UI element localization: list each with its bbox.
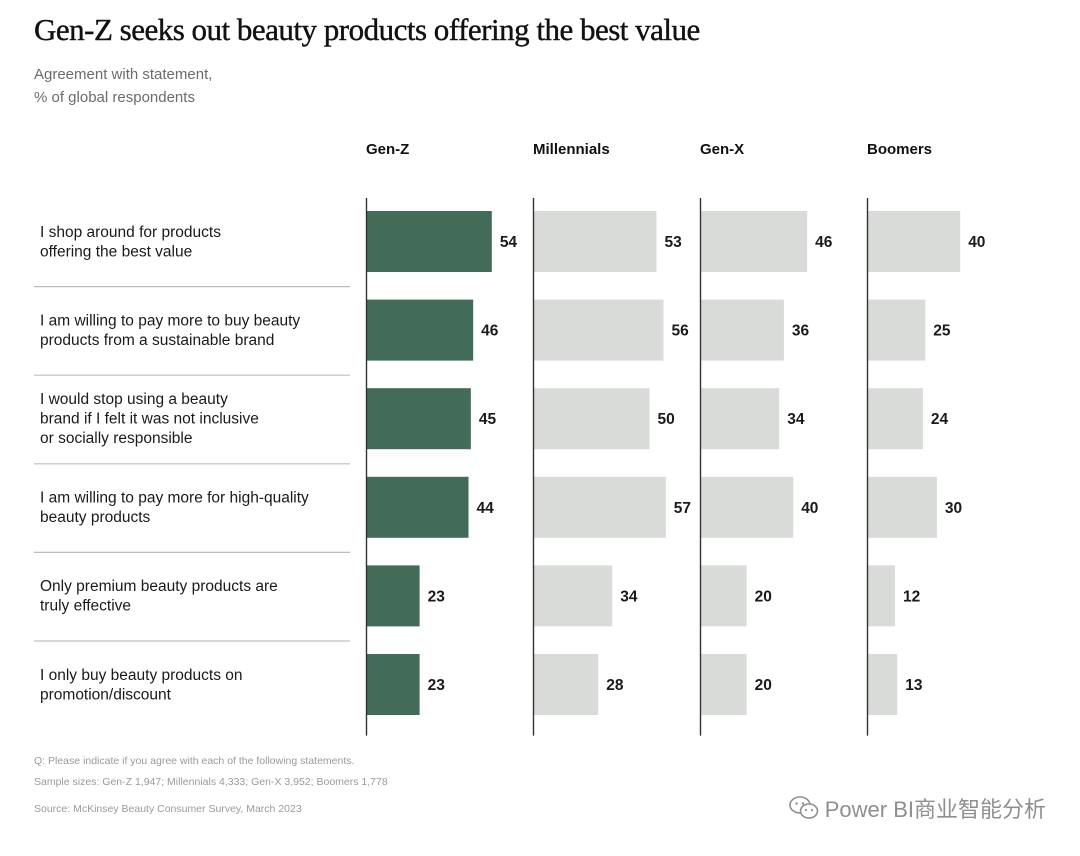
row-label-line: offering the best value	[40, 243, 192, 260]
footnote-source: Source: McKinsey Beauty Consumer Survey,…	[34, 803, 302, 815]
row-label-3: I would stop using a beauty brand if I fe…	[40, 391, 259, 447]
row-label-6: I only buy beauty products on promotion/d…	[40, 667, 243, 704]
value-label-boomers-row-3: 24	[931, 411, 949, 428]
bar-boomers-row-5	[867, 565, 895, 627]
value-label-millennials-row-5: 34	[620, 588, 638, 605]
row-label-5: Only premium beauty products are truly ef…	[40, 578, 278, 615]
bar-boomers-row-4	[867, 476, 937, 538]
row-label-line: brand if I felt it was not inclusive	[40, 411, 259, 428]
value-label-gen-x-row-3: 34	[787, 411, 805, 428]
row-label-4: I am willing to pay more for high-qualit…	[40, 490, 309, 527]
bar-millennials-row-2	[533, 299, 664, 361]
row-label-line: promotion/discount	[40, 686, 172, 703]
bar-millennials-row-5	[533, 565, 613, 627]
value-label-gen-x-row-2: 36	[792, 323, 810, 340]
bar-millennials-row-1	[533, 211, 657, 272]
chart-subtitle-line-1: Agreement with statement,	[34, 66, 213, 83]
column-headers: Gen-Z Millennials Gen-X Boomers	[366, 141, 932, 158]
column-header-boomers: Boomers	[867, 141, 932, 158]
column-header-millennials: Millennials	[533, 141, 610, 158]
bar-millennials-row-6	[533, 654, 599, 715]
bar-gen-x-row-6	[700, 654, 747, 715]
bar-gen-z-row-3	[366, 388, 471, 450]
panel-baselines	[365, 198, 869, 736]
value-label-gen-z-row-6: 23	[428, 677, 446, 694]
bar-millennials-row-4	[533, 476, 666, 538]
value-label-millennials-row-2: 56	[671, 323, 689, 340]
column-header-gen-z: Gen-Z	[366, 141, 409, 158]
bar-millennials-row-3	[533, 388, 650, 450]
bars	[366, 211, 961, 715]
value-label-boomers-row-5: 12	[903, 588, 920, 605]
footnote-question: Q: Please indicate if you agree with eac…	[34, 755, 355, 767]
bar-gen-x-row-3	[700, 388, 780, 450]
row-label-line: I shop around for products	[40, 224, 221, 241]
value-label-millennials-row-4: 57	[674, 500, 691, 517]
value-label-millennials-row-1: 53	[664, 234, 682, 251]
bar-gen-z-row-5	[366, 565, 420, 627]
watermark-text: Power BI商业智能分析	[824, 797, 1046, 822]
value-label-boomers-row-4: 30	[945, 500, 962, 517]
row-label-line: I am willing to pay more for high-qualit…	[40, 490, 309, 507]
watermark: Power BI商业智能分析	[788, 792, 1046, 824]
bar-boomers-row-2	[867, 299, 926, 361]
row-label-line: I would stop using a beauty	[40, 391, 228, 408]
footnote-sample-sizes: Sample sizes: Gen-Z 1,947; Millennials 4…	[34, 776, 388, 788]
value-label-millennials-row-3: 50	[658, 411, 675, 428]
row-label-line: I am willing to pay more to buy beauty	[40, 312, 300, 329]
value-label-gen-z-row-3: 45	[479, 411, 497, 428]
bar-gen-z-row-1	[366, 211, 492, 272]
bar-gen-x-row-2	[700, 299, 784, 361]
value-label-gen-x-row-1: 46	[815, 234, 833, 251]
bar-boomers-row-1	[867, 211, 961, 272]
value-label-gen-z-row-5: 23	[428, 588, 446, 605]
bar-gen-z-row-4	[366, 476, 469, 538]
row-label-line: products from a sustainable brand	[40, 332, 274, 349]
bar-gen-x-row-4	[700, 476, 794, 538]
value-label-gen-z-row-4: 44	[477, 500, 495, 517]
column-header-gen-x: Gen-X	[700, 141, 744, 158]
bar-gen-x-row-1	[700, 211, 808, 272]
bar-chart: Gen-Z Millennials Gen-X Boomers I shop arou…	[34, 141, 986, 736]
chart-subtitle-line-2: % of global respondents	[34, 89, 195, 106]
row-label-line: truly effective	[40, 598, 131, 615]
value-label-gen-x-row-5: 20	[755, 588, 772, 605]
value-label-millennials-row-6: 28	[606, 677, 624, 694]
value-label-gen-x-row-4: 40	[801, 500, 818, 517]
value-label-boomers-row-6: 13	[905, 677, 923, 694]
bar-gen-x-row-5	[700, 565, 747, 627]
bar-gen-z-row-6	[366, 654, 420, 715]
wechat-icon	[788, 796, 819, 819]
value-label-gen-x-row-6: 20	[755, 677, 772, 694]
bar-boomers-row-3	[867, 388, 923, 450]
value-label-boomers-row-2: 25	[933, 323, 951, 340]
row-label-1: I shop around for products offering the b…	[40, 224, 221, 261]
row-label-line: Only premium beauty products are	[40, 578, 278, 595]
row-label-line: or socially responsible	[40, 430, 193, 447]
chart-title: Gen-Z seeks out beauty products offering…	[34, 12, 701, 47]
row-label-line: beauty products	[40, 509, 151, 526]
data-labels: 54 46 45 44 23 23 53 56 50 57 34 28 46 36 34 40 20 20 40 25…	[428, 234, 986, 694]
bar-boomers-row-6	[867, 654, 898, 715]
row-separators	[34, 286, 350, 642]
row-label-line: I only buy beauty products on	[40, 667, 243, 684]
row-label-2: I am willing to pay more to buy beauty pr…	[40, 312, 300, 349]
row-labels: I shop around for products offering the b…	[40, 224, 309, 704]
value-label-gen-z-row-1: 54	[500, 234, 518, 251]
value-label-gen-z-row-2: 46	[481, 323, 499, 340]
bar-gen-z-row-2	[366, 299, 474, 361]
value-label-boomers-row-1: 40	[968, 234, 985, 251]
